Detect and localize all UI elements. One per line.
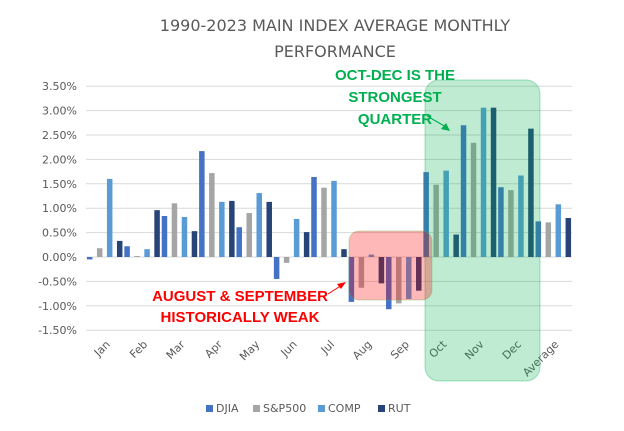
bar-sp500-feb — [134, 256, 140, 258]
x-tick-label: May — [237, 338, 263, 364]
x-tick-label: Apr — [202, 338, 225, 361]
legend-label: DJIA — [216, 402, 239, 415]
arrow-head-weak — [337, 282, 346, 289]
bar-sp500-mar — [171, 203, 178, 257]
y-tick-label: 2.50% — [42, 129, 77, 142]
bar-comp-jul — [331, 180, 337, 257]
y-tick-label: 3.00% — [42, 105, 77, 118]
bar-sp500-jul — [321, 187, 327, 257]
legend-swatch-djia — [206, 405, 213, 412]
annotation-strong-line: QUARTER — [358, 111, 432, 128]
bar-rut-oct — [453, 234, 459, 257]
legend: DJIA S&P500 COMP RUT — [206, 402, 411, 415]
bar-comp-nov — [480, 107, 487, 257]
highlight-overlays — [348, 79, 541, 382]
bar-djia-jul — [311, 176, 317, 257]
bar-rut-may — [266, 201, 272, 257]
bar-rut-jul — [341, 249, 347, 257]
arrow-strong — [426, 115, 447, 128]
bar-rut-aug — [378, 257, 385, 284]
bar-djia-may — [236, 227, 242, 257]
bar-sp500-may — [246, 213, 252, 257]
bar-djia-average — [535, 221, 542, 257]
bar-comp-dec — [518, 175, 524, 257]
bar-comp-jan — [106, 178, 113, 257]
x-tick-label: Jun — [278, 338, 300, 360]
annotation-weak-line: HISTORICALLY WEAK — [161, 309, 320, 326]
x-tick-label: Feb — [127, 338, 150, 361]
bar-sp500-jan — [96, 248, 103, 257]
bar-comp-oct — [443, 170, 449, 257]
legend-label: RUT — [388, 402, 411, 415]
x-tick-label: Sep — [388, 338, 412, 362]
bar-rut-apr — [229, 200, 235, 257]
chart-title-line1: 1990-2023 MAIN INDEX AVERAGE MONTHLY — [160, 16, 511, 35]
x-tick-label: Aug — [350, 338, 374, 362]
bar-sp500-nov — [470, 142, 477, 257]
annotation-strong-line: STRONGEST — [348, 89, 441, 106]
bar-rut-feb — [154, 210, 160, 257]
bar-djia-mar — [161, 216, 168, 257]
chart-title-line2: PERFORMANCE — [274, 42, 396, 61]
y-tick-label: 0.00% — [42, 251, 77, 264]
bar-sp500-oct — [433, 184, 439, 257]
x-tick-label: Jan — [91, 338, 113, 360]
bar-comp-may — [256, 193, 262, 257]
bar-djia-jan — [86, 257, 93, 260]
bar-comp-jun — [293, 218, 300, 257]
bar-djia-apr — [199, 151, 205, 257]
bar-rut-mar — [191, 231, 198, 257]
bar-comp-average — [555, 204, 562, 257]
highlight-aug-sep — [348, 230, 433, 301]
bar-djia-sep — [386, 257, 392, 310]
x-tick-label: Jul — [318, 338, 337, 357]
bar-rut-nov — [490, 107, 497, 257]
bar-sp500-average — [545, 222, 552, 257]
bar-rut-jun — [303, 232, 310, 257]
bar-rut-jan — [116, 240, 123, 257]
highlight-oct-dec — [424, 79, 541, 382]
arrow-head-strong — [441, 123, 450, 131]
y-tick-label: -1.50% — [38, 324, 77, 337]
bar-sp500-sep — [396, 257, 402, 304]
bar-rut-sep — [416, 257, 422, 291]
bar-comp-mar — [181, 216, 188, 257]
bar-rut-average — [565, 217, 572, 257]
y-tick-label: 1.00% — [42, 202, 77, 215]
y-tick-label: -1.00% — [38, 300, 77, 313]
bar-rut-dec — [528, 128, 534, 257]
legend-label: COMP — [328, 402, 361, 415]
x-tick-label: Mar — [164, 338, 188, 362]
bar-sp500-jun — [283, 257, 290, 263]
legend-swatch-comp — [318, 405, 325, 412]
bar-djia-dec — [498, 187, 504, 257]
bar-sp500-apr — [209, 173, 215, 257]
bar-djia-jun — [273, 257, 280, 279]
legend-swatch-sp500 — [253, 405, 260, 412]
bars — [86, 107, 572, 310]
bar-sp500-dec — [508, 190, 514, 257]
annotations: OCT-DEC IS THE STRONGEST QUARTER AUGUST & S… — [152, 67, 455, 326]
y-tick-label: 3.50% — [42, 80, 77, 93]
bar-sp500-aug — [358, 257, 365, 288]
y-tick-label: -0.50% — [38, 275, 77, 288]
y-tick-label: 0.50% — [42, 227, 77, 240]
y-tick-label: 2.00% — [42, 153, 77, 166]
bar-djia-feb — [124, 246, 130, 257]
bar-djia-oct — [423, 172, 429, 257]
annotation-weak-line: AUGUST & SEPTEMBER — [152, 288, 328, 305]
bar-comp-feb — [144, 249, 150, 257]
bar-comp-sep — [406, 257, 412, 299]
legend-swatch-rut — [378, 405, 385, 412]
bar-djia-aug — [348, 257, 355, 302]
bar-comp-apr — [219, 201, 225, 257]
annotation-strong-line: OCT-DEC IS THE — [335, 67, 455, 84]
y-tick-label: 1.50% — [42, 178, 77, 191]
legend-label: S&P500 — [263, 402, 306, 415]
bar-djia-nov — [460, 125, 467, 258]
bar-comp-aug — [368, 254, 375, 257]
y-axis-ticks: 3.50% 3.00% 2.50% 2.00% 1.50% 1.00% 0.50% 0.00%… — [38, 80, 77, 337]
